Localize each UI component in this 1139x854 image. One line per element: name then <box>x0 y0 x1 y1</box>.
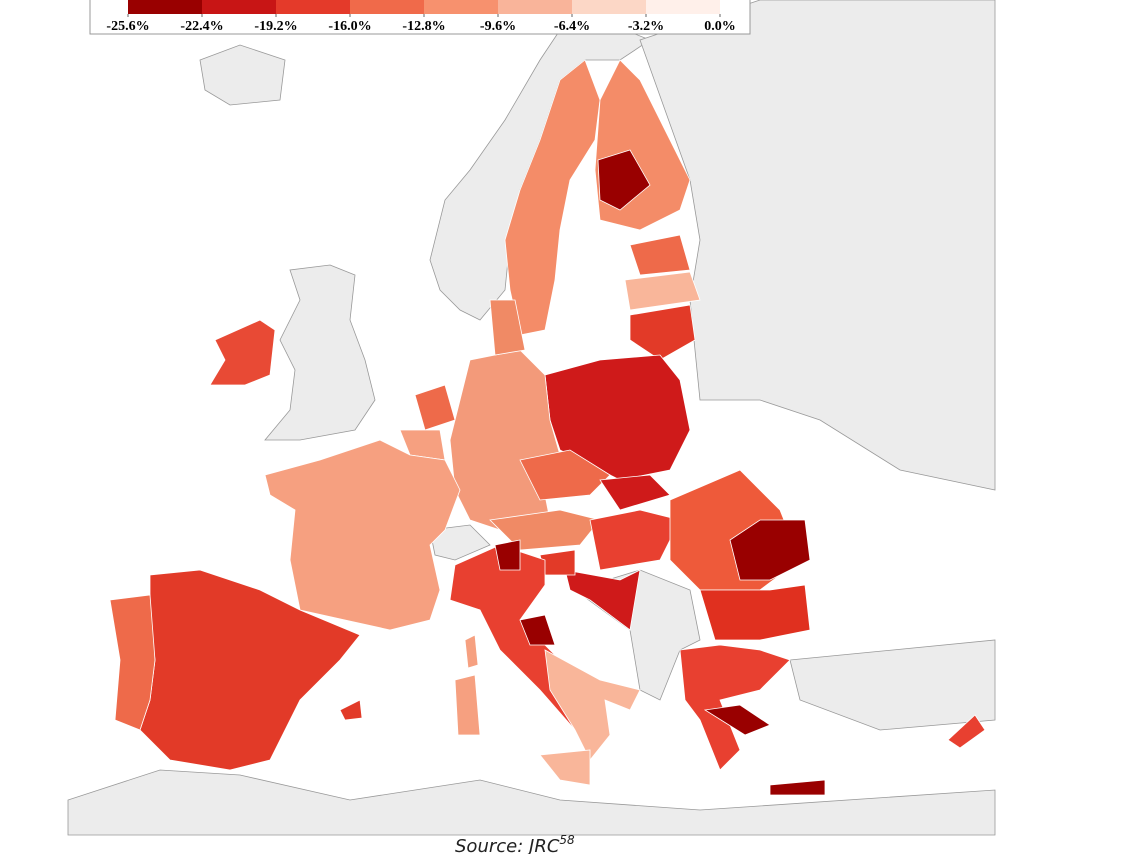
region <box>599 474 671 511</box>
region <box>449 349 561 531</box>
region <box>699 584 811 641</box>
legend-label: -25.6% <box>106 19 149 34</box>
region <box>703 704 771 736</box>
legend-swatch <box>350 0 424 14</box>
region <box>414 384 456 431</box>
region <box>679 644 791 771</box>
map-area <box>67 0 996 836</box>
legend-swatch <box>202 0 276 14</box>
legend-label: -22.4% <box>180 19 223 34</box>
legend-label: -12.8% <box>402 19 445 34</box>
legend-label: 0.0% <box>704 19 736 34</box>
region <box>729 519 811 581</box>
legend-label: -6.4% <box>554 19 590 34</box>
land <box>67 769 996 836</box>
region <box>494 539 521 571</box>
legend-swatch <box>646 0 720 14</box>
region <box>769 779 826 796</box>
legend-swatch <box>424 0 498 14</box>
region <box>624 271 701 311</box>
source-text: Source: JRC <box>455 836 560 854</box>
region <box>629 304 696 361</box>
region <box>947 714 986 749</box>
region <box>519 614 556 646</box>
region <box>504 59 601 336</box>
legend-swatch <box>572 0 646 14</box>
region <box>454 674 481 736</box>
region <box>597 149 651 211</box>
region <box>209 319 276 386</box>
legend-label: -9.6% <box>480 19 516 34</box>
land <box>429 524 491 561</box>
legend-swatch <box>128 0 202 14</box>
legend: -25.6% -22.4% -19.2% -16.0% -12.8% -9.6% -6.4%… <box>106 0 736 34</box>
region <box>539 749 591 786</box>
legend-label: -3.2% <box>628 19 664 34</box>
land <box>264 264 376 441</box>
region <box>464 634 479 669</box>
region <box>489 299 526 356</box>
legend-swatch <box>498 0 572 14</box>
legend-swatch <box>276 0 350 14</box>
land <box>789 639 996 731</box>
land <box>199 44 286 106</box>
region <box>519 449 611 501</box>
region <box>544 354 691 481</box>
land <box>639 0 996 491</box>
legend-label: -19.2% <box>254 19 297 34</box>
region <box>629 234 691 276</box>
source: Source: JRC58 <box>455 833 575 854</box>
region <box>339 699 363 721</box>
region <box>109 594 156 731</box>
region <box>264 439 461 631</box>
region <box>564 569 641 631</box>
legend-label: -16.0% <box>328 19 371 34</box>
source-note: 58 <box>559 833 575 847</box>
region <box>544 649 641 761</box>
